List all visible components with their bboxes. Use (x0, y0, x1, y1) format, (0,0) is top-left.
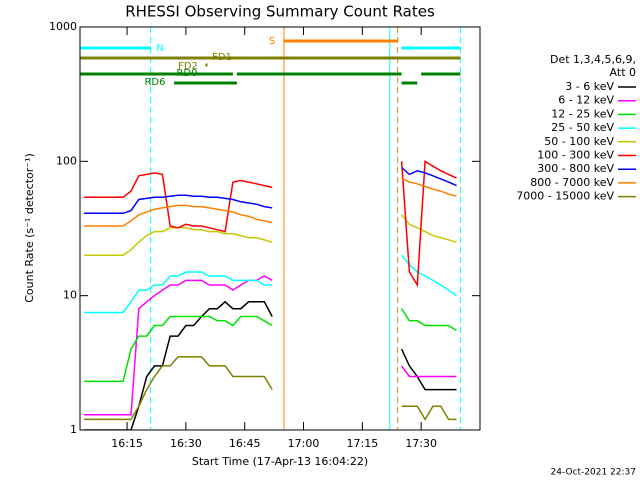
flag-label: N (156, 43, 163, 54)
plot-area (80, 27, 461, 430)
legend-label: 50 - 100 keV (544, 135, 614, 148)
timestamp: 24-Oct-2021 22:37 (551, 468, 636, 478)
flag-label: RD6 (144, 77, 165, 88)
series-line (83, 254, 457, 314)
legend-label: 6 - 12 keV (558, 94, 614, 107)
x-tick-label: 17:00 (288, 437, 320, 450)
x-tick-label: 16:45 (229, 437, 261, 450)
series-line (83, 166, 457, 215)
y-axis-label: Count Rate (s⁻¹ detector⁻¹) (23, 153, 36, 303)
x-axis-label: Start Time (17-Apr-13 16:04:22) (192, 455, 368, 468)
y-tick-label: 10 (63, 289, 77, 302)
series-line (83, 308, 457, 383)
flag-label: RD0 (176, 68, 197, 79)
legend-label: 12 - 25 keV (551, 107, 614, 120)
x-tick-label: 17:30 (405, 437, 437, 450)
legend-label: 3 - 6 keV (565, 80, 614, 93)
x-tick-label: 16:15 (111, 437, 143, 450)
y-tick-label: 100 (56, 154, 77, 167)
plot-frame (79, 26, 481, 431)
series-line (83, 356, 457, 421)
flag-label: FD2 (178, 61, 198, 72)
legend-label: 7000 - 15000 keV (516, 190, 614, 203)
legend-label: 800 - 7000 keV (530, 176, 614, 189)
x-tick-label: 16:30 (170, 437, 202, 450)
legend-label: 300 - 800 keV (537, 162, 614, 175)
series-line (83, 275, 457, 416)
y-tick-label: 1000 (49, 20, 77, 33)
series-line (83, 159, 457, 288)
legend-title: Att 0 (610, 66, 636, 79)
legend-label: 25 - 50 keV (551, 121, 614, 134)
legend-title: Det 1,3,4,5,6,9, (550, 53, 636, 66)
series-line (83, 177, 457, 227)
flag-label: FD1 (212, 52, 232, 63)
legend-label: 100 - 300 keV (537, 149, 614, 162)
x-tick-label: 17:15 (347, 437, 379, 450)
flag-label: S (269, 36, 275, 47)
series-line (83, 214, 457, 256)
chart-title: RHESSI Observing Summary Count Rates (125, 3, 435, 21)
series-line (83, 300, 457, 430)
y-tick-label: 1 (70, 423, 77, 436)
